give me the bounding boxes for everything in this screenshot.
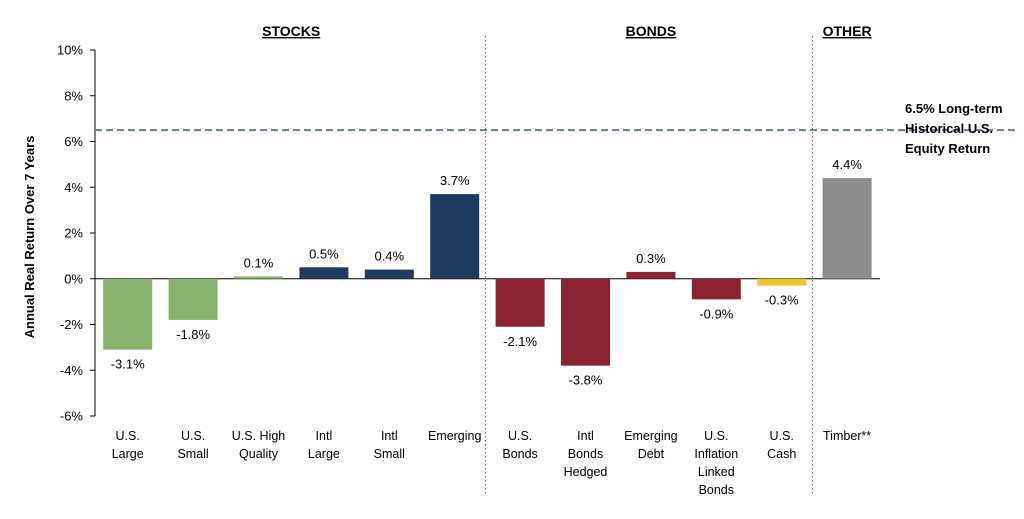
group-header-other: OTHER bbox=[823, 23, 872, 39]
reference-line-label: 6.5% Long-term Historical U.S. Equity Retu… bbox=[905, 101, 1003, 156]
bars bbox=[103, 178, 872, 366]
y-axis-label: Annual Real Return Over 7 Years bbox=[22, 136, 37, 339]
y-tick-label: 8% bbox=[64, 88, 83, 103]
y-tick-label: 6% bbox=[64, 134, 83, 149]
bar bbox=[430, 194, 480, 279]
data-label: -3.1% bbox=[111, 357, 145, 372]
bar bbox=[299, 267, 349, 279]
x-tick-label: U.S. Bonds bbox=[502, 429, 537, 461]
data-label: -0.9% bbox=[699, 306, 733, 321]
group-header-bonds: BONDS bbox=[626, 23, 677, 39]
x-tick-label: Intl Bonds Hedged bbox=[564, 429, 608, 479]
data-label: 0.5% bbox=[309, 246, 339, 261]
x-tick-label: Emerging bbox=[428, 429, 482, 443]
x-tick-label: U.S. High Quality bbox=[232, 429, 286, 461]
data-label: 3.7% bbox=[440, 173, 470, 188]
bar bbox=[691, 278, 741, 300]
x-tick-label: Intl Large bbox=[308, 429, 340, 461]
x-tick-label: U.S. Small bbox=[177, 429, 208, 461]
y-tick-label: 4% bbox=[64, 180, 83, 195]
data-label: 4.4% bbox=[832, 157, 862, 172]
bar bbox=[626, 271, 676, 279]
axis-layer: 10% 8% 6% 4% 2% 0% -2% -4% -6% bbox=[57, 36, 880, 494]
reference-line-layer: 6.5% Long-term Historical U.S. Equity Retu… bbox=[95, 101, 1016, 156]
data-label: 0.4% bbox=[374, 249, 404, 264]
data-label: -3.8% bbox=[569, 373, 603, 388]
y-tick-label: 0% bbox=[64, 271, 83, 286]
data-labels: -3.1% U.S. Large -1.8% U.S. Small 0.1% U.S. Hig… bbox=[111, 157, 872, 497]
x-tick-label: U.S. Inflation Linked Bonds bbox=[694, 429, 738, 497]
group-header-stocks: STOCKS bbox=[262, 23, 320, 39]
bar bbox=[168, 278, 218, 320]
data-label: -1.8% bbox=[176, 327, 210, 342]
bar bbox=[103, 278, 153, 350]
y-tick-label: -6% bbox=[60, 409, 84, 424]
x-tick-label: U.S. Large bbox=[112, 429, 144, 461]
data-label: -2.1% bbox=[503, 334, 537, 349]
data-label: 0.3% bbox=[636, 251, 666, 266]
bar bbox=[364, 269, 414, 279]
x-tick-label: Timber** bbox=[823, 429, 871, 443]
y-tick-label: -4% bbox=[60, 363, 84, 378]
x-tick-label: Emerging Debt bbox=[624, 429, 678, 461]
bar bbox=[822, 178, 872, 279]
data-label: -0.3% bbox=[765, 293, 799, 308]
bar bbox=[495, 278, 545, 327]
y-tick-label: -2% bbox=[60, 317, 84, 332]
bar bbox=[234, 276, 283, 279]
bar bbox=[757, 278, 807, 286]
group-headers: STOCKS BONDS OTHER bbox=[262, 23, 871, 39]
y-tick-label: 2% bbox=[64, 226, 83, 241]
x-tick-label: U.S. Cash bbox=[767, 429, 796, 461]
bar bbox=[561, 278, 610, 366]
data-label: 0.1% bbox=[244, 255, 274, 270]
x-tick-label: Intl Small bbox=[374, 429, 405, 461]
y-tick-label: 10% bbox=[57, 43, 83, 58]
